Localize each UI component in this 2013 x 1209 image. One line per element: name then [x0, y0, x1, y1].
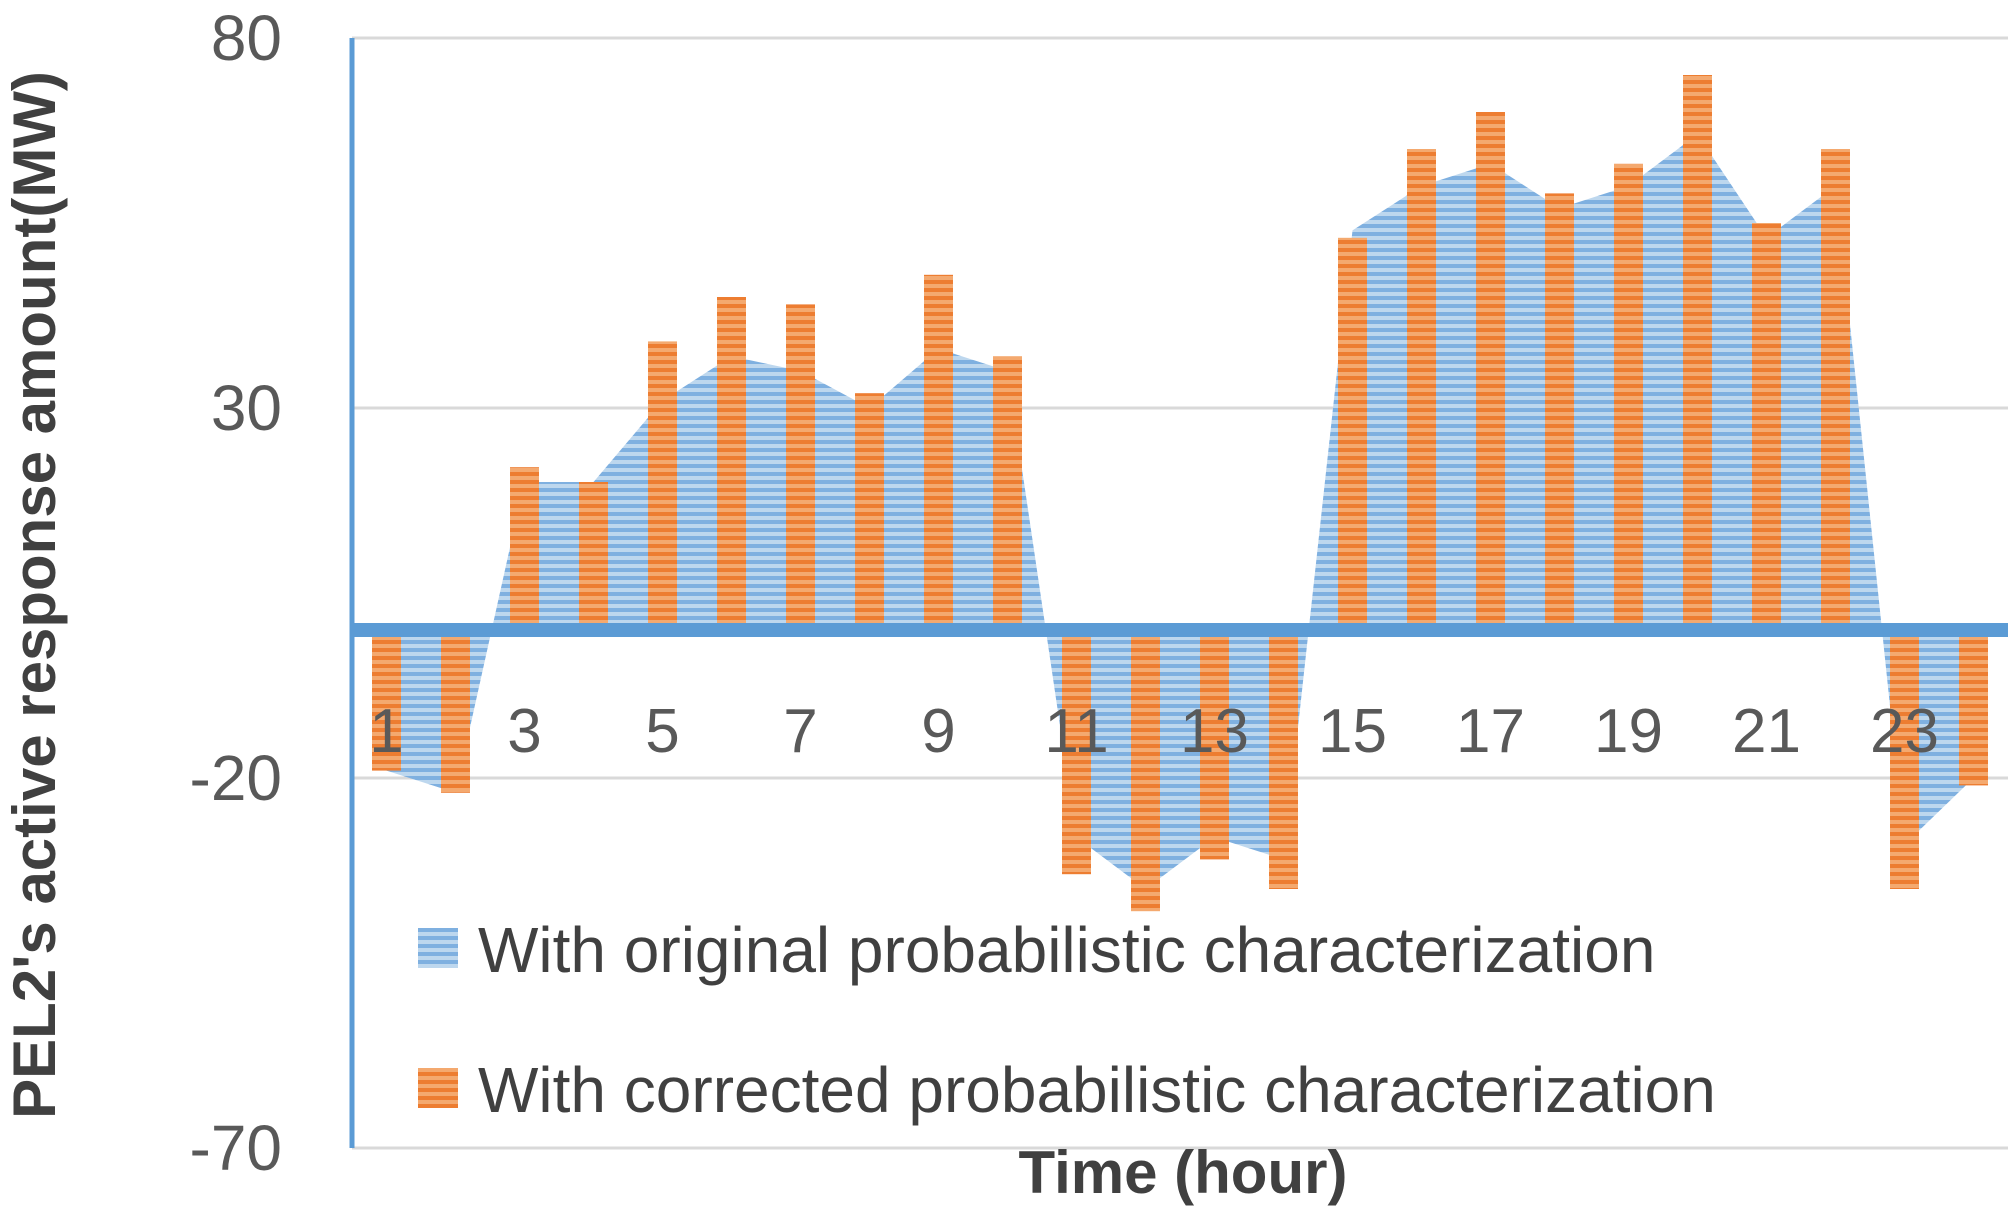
y-tick-label-2: -20	[190, 742, 283, 814]
y-axis-title: PEL2's active response amount(MW)	[1, 71, 68, 1119]
bar-24	[1959, 630, 1988, 786]
bar-18	[1545, 193, 1574, 630]
bar-5	[648, 341, 677, 630]
legend-swatch-corrected	[418, 1068, 458, 1108]
x-tick-label-1: 1	[369, 697, 403, 766]
bar-22	[1821, 149, 1850, 630]
x-tick-label-19: 19	[1594, 697, 1663, 766]
bar-21	[1752, 223, 1781, 630]
bar-3	[510, 467, 539, 630]
bar-20	[1683, 75, 1712, 630]
legend-label-original: With original probabilistic characteriza…	[478, 914, 1655, 986]
bar-7	[786, 304, 815, 630]
bar-19	[1614, 163, 1643, 631]
bar-10	[993, 356, 1022, 630]
x-tick-label-21: 21	[1732, 697, 1801, 766]
x-tick-label-15: 15	[1318, 697, 1387, 766]
x-tick-label-9: 9	[921, 697, 955, 766]
bar-12	[1131, 630, 1160, 912]
y-tick-label-1: 30	[211, 372, 282, 444]
x-tick-label-7: 7	[783, 697, 817, 766]
bar-14	[1269, 630, 1298, 889]
x-tick-labels: 1 3 5 7 9 11 13 15 17 19 21 23	[369, 697, 1939, 766]
legend: With original probabilistic characteriza…	[418, 914, 1716, 1126]
bar-11	[1062, 630, 1091, 875]
x-tick-label-5: 5	[645, 697, 679, 766]
bar-series	[372, 75, 1988, 912]
x-tick-label-11: 11	[1044, 697, 1108, 766]
bar-1	[372, 630, 401, 771]
area-series	[386, 134, 1974, 889]
bar-9	[924, 274, 953, 630]
legend-label-corrected: With corrected probabilistic characteriz…	[478, 1054, 1716, 1126]
legend-swatch-original	[418, 928, 458, 968]
bar-23	[1890, 630, 1919, 889]
area-original	[386, 134, 1974, 889]
x-tick-label-17: 17	[1456, 697, 1525, 766]
y-tick-labels: 80 30 -20 -70	[190, 2, 283, 1184]
bar-15	[1338, 237, 1367, 631]
x-tick-label-23: 23	[1870, 697, 1939, 766]
axes	[349, 38, 2008, 1148]
bar-6	[717, 297, 746, 630]
bar-8	[855, 393, 884, 630]
bar-13	[1200, 630, 1229, 860]
x-tick-label-13: 13	[1180, 697, 1249, 766]
bar-2	[441, 630, 470, 793]
bar-16	[1407, 149, 1436, 630]
x-tick-label-3: 3	[507, 697, 541, 766]
x-axis-title: Time (hour)	[1019, 1139, 1348, 1206]
y-tick-label-0: 80	[211, 2, 282, 74]
y-tick-label-3: -70	[190, 1112, 283, 1184]
bar-4	[579, 482, 608, 630]
bar-17	[1476, 112, 1505, 630]
